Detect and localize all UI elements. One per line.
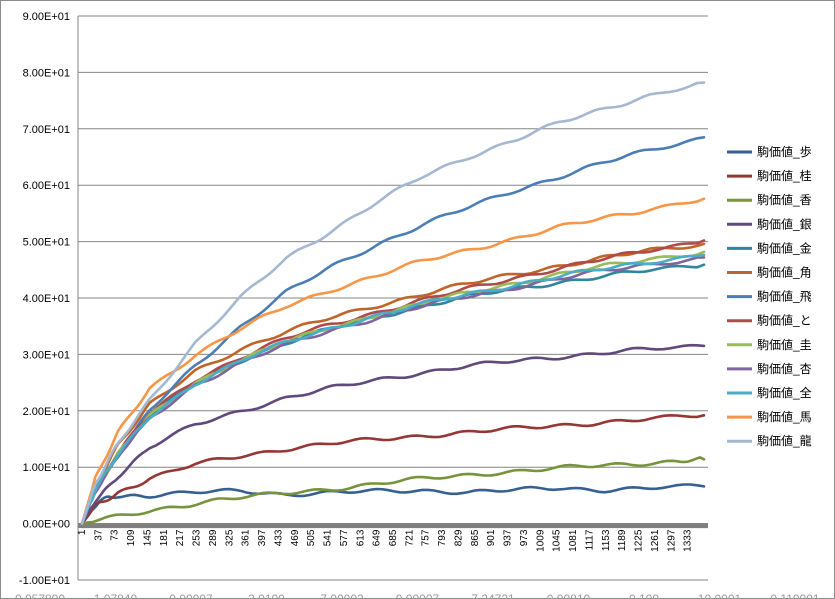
y-tick-label: 7.00E+01: [23, 124, 70, 136]
legend-label: 駒価値_龍: [757, 433, 812, 448]
legend-label: 駒価値_角: [757, 265, 812, 280]
series-line: [80, 253, 706, 525]
series-line: [80, 456, 706, 525]
y-tick-label: 1.00E+01: [23, 462, 70, 474]
x-tick-label: 829: [453, 529, 464, 546]
series-line: [80, 197, 706, 525]
x-tick-label: 1189: [617, 529, 628, 551]
series-line: [80, 343, 706, 525]
series-line: [80, 81, 706, 525]
x-tick-label: 361: [241, 529, 252, 546]
x-tick-label: 721: [404, 529, 415, 546]
gridlines: [78, 15, 708, 581]
x-tick-label: 1081: [568, 529, 579, 552]
bottom-partial-label: 3.0100: [248, 592, 285, 599]
x-tick-label: 1: [77, 529, 88, 535]
y-tick-label: 5.00E+01: [23, 237, 70, 249]
x-tick-label: 793: [437, 529, 448, 546]
x-tick-label: 73: [110, 529, 121, 541]
x-tick-label: 1333: [683, 529, 694, 552]
x-tick-label: 901: [486, 529, 497, 546]
x-axis-tick-labels: 1 37 73 109 145 181 217 253 289 325 361 397 433 469 50…: [77, 529, 694, 552]
legend-label: 駒価値_銀: [757, 216, 812, 231]
x-tick-label: 685: [388, 529, 399, 546]
x-tick-label: 145: [142, 529, 153, 546]
y-tick-label: 0.00E+00: [23, 519, 70, 531]
series-lines: [80, 81, 706, 525]
y-tick-label: 4.00E+01: [23, 293, 70, 305]
x-tick-label: 757: [421, 529, 432, 546]
y-tick-label: 3.00E+01: [23, 349, 70, 361]
bottom-partial-label: 0.057800: [15, 592, 65, 599]
y-tick-label: -1.00E+01: [19, 575, 70, 587]
bottom-partial-labels: 0.057800 1.07840 0.00007 3.0100 7.00002 0.000…: [15, 592, 820, 599]
x-tick-label: 937: [503, 529, 514, 546]
legend-label: 駒価値_金: [757, 240, 812, 255]
x-tick-label: 37: [93, 529, 104, 541]
x-tick-label: 1117: [584, 529, 595, 550]
x-tick-label: 1153: [601, 529, 612, 551]
x-tick-label: 505: [306, 529, 317, 546]
x-tick-label: 1009: [535, 529, 546, 552]
bottom-partial-label: 0.00007: [169, 592, 213, 599]
series-line: [80, 136, 706, 525]
x-tick-label: 865: [470, 529, 481, 546]
series-line: [80, 239, 706, 525]
x-tick-label: 1225: [634, 529, 645, 552]
legend-label: 駒価値_馬: [757, 409, 812, 424]
axes: [77, 16, 708, 580]
legend-label: 駒価値_圭: [757, 337, 812, 352]
legend-label: 駒価値_桂: [757, 168, 812, 183]
x-tick-label: 181: [159, 529, 170, 546]
bottom-partial-label: 0.100: [629, 592, 659, 599]
bottom-partial-label: 7.24721: [471, 592, 515, 599]
legend: 駒価値_歩駒価値_桂駒価値_香駒価値_銀駒価値_金駒価値_角駒価値_飛駒価値_と…: [727, 144, 812, 448]
x-tick-label: 1261: [650, 529, 661, 552]
legend-label: 駒価値_と: [757, 313, 812, 328]
y-tick-label: 6.00E+01: [23, 180, 70, 192]
bottom-partial-label: 0.00810: [547, 592, 591, 599]
x-tick-label: 217: [175, 529, 186, 546]
bottom-partial-label: 7.00002: [320, 592, 364, 599]
y-axis-tick-labels: -1.00E+01 0.00E+00 1.00E+01 2.00E+01 3.00E+0…: [19, 11, 70, 587]
series-line: [80, 483, 706, 525]
series-line: [80, 413, 706, 525]
x-tick-label: 1297: [666, 529, 677, 552]
legend-label: 駒価値_杏: [757, 361, 812, 376]
x-tick-label: 1045: [552, 529, 563, 552]
bottom-partial-label: 1.07840: [94, 592, 138, 599]
y-tick-label: 9.00E+01: [23, 11, 70, 23]
y-tick-label: 2.00E+01: [23, 406, 70, 418]
legend-label: 駒価値_全: [757, 385, 812, 400]
x-tick-label: 289: [208, 529, 219, 546]
x-tick-label: 613: [355, 529, 366, 546]
legend-label: 駒価値_飛: [757, 289, 812, 304]
x-tick-label: 253: [192, 529, 203, 546]
x-tick-label: 541: [323, 529, 334, 546]
bottom-partial-label: 10.0001: [698, 592, 742, 599]
x-tick-label: 649: [372, 529, 383, 546]
legend-label: 駒価値_歩: [757, 144, 812, 159]
x-tick-label: 109: [126, 529, 137, 546]
legend-label: 駒価値_香: [757, 192, 812, 207]
x-tick-label: 973: [519, 529, 530, 546]
x-tick-label: 577: [339, 529, 350, 546]
x-tick-label: 433: [273, 529, 284, 546]
x-tick-label: 325: [224, 529, 235, 546]
x-tick-label: 397: [257, 529, 268, 546]
y-tick-label: 8.00E+01: [23, 67, 70, 79]
bottom-partial-label: 0.110001: [770, 592, 819, 599]
bottom-partial-label: 0.00007: [396, 592, 440, 599]
x-tick-label: 469: [290, 529, 301, 546]
